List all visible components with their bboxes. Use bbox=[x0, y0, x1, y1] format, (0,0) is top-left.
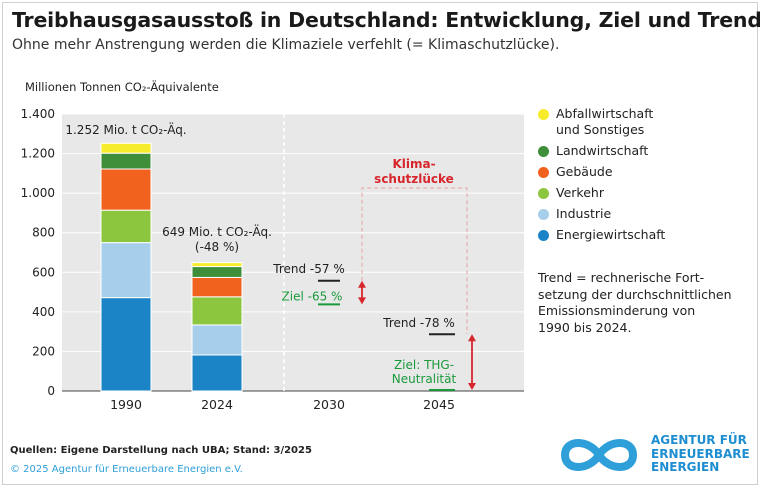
legend-label: Energiewirtschaft bbox=[556, 227, 666, 242]
bar-segment bbox=[100, 142, 152, 154]
legend-label: Landwirtschaft bbox=[556, 143, 649, 158]
trend-note-line: Trend = rechnerische Fort- bbox=[538, 270, 705, 285]
bar-segment bbox=[191, 296, 243, 326]
legend-swatch-icon bbox=[538, 167, 549, 178]
aee-logo: AGENTUR FÜR ERNEUERBARE ENERGIEN bbox=[553, 432, 753, 478]
logo-line: ERNEUERBARE bbox=[651, 446, 750, 461]
legend-swatch-icon bbox=[538, 209, 549, 220]
y-tick-label: 600 bbox=[32, 265, 55, 279]
bar-segment bbox=[100, 209, 152, 244]
gap-arrow-2030-head bbox=[358, 280, 366, 288]
page-subtitle: Ohne mehr Anstrengung werden die Klimazi… bbox=[12, 37, 560, 53]
legend-swatch-icon bbox=[538, 230, 549, 241]
trend-label-2045: Trend -78 % bbox=[382, 316, 454, 330]
y-tick-label: 400 bbox=[32, 305, 55, 319]
trend-note: Trend = rechnerische Fort- setzung der d… bbox=[538, 270, 748, 336]
bar-segment bbox=[191, 266, 243, 278]
logo-line: AGENTUR FÜR bbox=[651, 433, 747, 447]
sources-text: Quellen: Eigene Darstellung nach UBA; St… bbox=[10, 445, 312, 456]
page-title: Treibhausgasausstoß in Deutschland: Entw… bbox=[12, 8, 760, 32]
gap-arrow-2030-head bbox=[358, 297, 366, 305]
x-tick-label: 2030 bbox=[313, 397, 345, 412]
gap-label: schutzlücke bbox=[374, 172, 454, 186]
target-label-2030: Ziel -65 % bbox=[282, 289, 343, 303]
legend-item: Industrie bbox=[538, 206, 738, 222]
bar-segment bbox=[100, 168, 152, 211]
legend: Abfallwirtschaft und Sonstiges Landwirtsch… bbox=[538, 106, 738, 248]
legend-item: Energiewirtschaft bbox=[538, 227, 738, 243]
legend-swatch-icon bbox=[538, 109, 549, 120]
legend-label: und Sonstiges bbox=[556, 122, 645, 137]
y-tick-label: 1.200 bbox=[21, 147, 55, 161]
trend-note-line: Emissionsminderung von bbox=[538, 303, 696, 318]
legend-swatch-icon bbox=[538, 188, 549, 199]
legend-item: Verkehr bbox=[538, 185, 738, 201]
y-axis-unit-label: Millionen Tonnen CO₂-Äquivalente bbox=[25, 80, 219, 94]
bar-segment bbox=[191, 276, 243, 298]
legend-item: Gebäude bbox=[538, 164, 738, 180]
y-tick-label: 800 bbox=[32, 226, 55, 240]
bar-segment bbox=[191, 354, 243, 392]
logo-line: ENERGIEN bbox=[651, 460, 720, 474]
bar-total-label: 649 Mio. t CO₂-Äq. bbox=[162, 224, 272, 239]
x-tick-label: 2024 bbox=[201, 397, 233, 412]
bar-total-label: 1.252 Mio. t CO₂-Äq. bbox=[65, 122, 186, 137]
legend-label: Verkehr bbox=[556, 185, 604, 200]
trend-label-2030: Trend -57 % bbox=[272, 262, 344, 276]
legend-label: Industrie bbox=[556, 206, 612, 221]
legend-item: Abfallwirtschaft und Sonstiges bbox=[538, 106, 738, 138]
gap-arrow-2045-head bbox=[468, 383, 476, 390]
bar-segment bbox=[191, 324, 243, 356]
legend-swatch-icon bbox=[538, 146, 549, 157]
y-tick-label: 0 bbox=[47, 384, 55, 398]
bar-segment bbox=[100, 242, 152, 299]
x-tick-label: 1990 bbox=[110, 397, 142, 412]
trend-note-line: 1990 bis 2024. bbox=[538, 319, 632, 335]
target-label-2045: Neutralität bbox=[392, 372, 457, 386]
x-tick-label: 2045 bbox=[423, 397, 455, 412]
gap-arrow-2045-head bbox=[468, 334, 476, 342]
legend-label: Abfallwirtschaft bbox=[556, 106, 654, 121]
bar-total-label: (-48 %) bbox=[195, 240, 239, 254]
bar-segment bbox=[100, 152, 152, 170]
target-label-2045: Ziel: THG- bbox=[394, 358, 454, 372]
logo-text: AGENTUR FÜR ERNEUERBARE ENERGIEN bbox=[651, 433, 750, 475]
y-tick-label: 200 bbox=[32, 344, 55, 358]
gap-label: Klima- bbox=[392, 157, 435, 171]
y-tick-label: 1.000 bbox=[21, 186, 55, 200]
bar-segment bbox=[191, 262, 243, 268]
legend-label: Gebäude bbox=[556, 164, 613, 179]
y-tick-label: 1.400 bbox=[21, 107, 55, 121]
legend-item: Landwirtschaft bbox=[538, 143, 738, 159]
infinity-logo-icon bbox=[560, 439, 638, 471]
bar-segment bbox=[100, 297, 152, 392]
copyright-text: © 2025 Agentur für Erneuerbare Energien … bbox=[10, 464, 243, 475]
trend-note-line: setzung der durchschnittlichen bbox=[538, 286, 732, 302]
